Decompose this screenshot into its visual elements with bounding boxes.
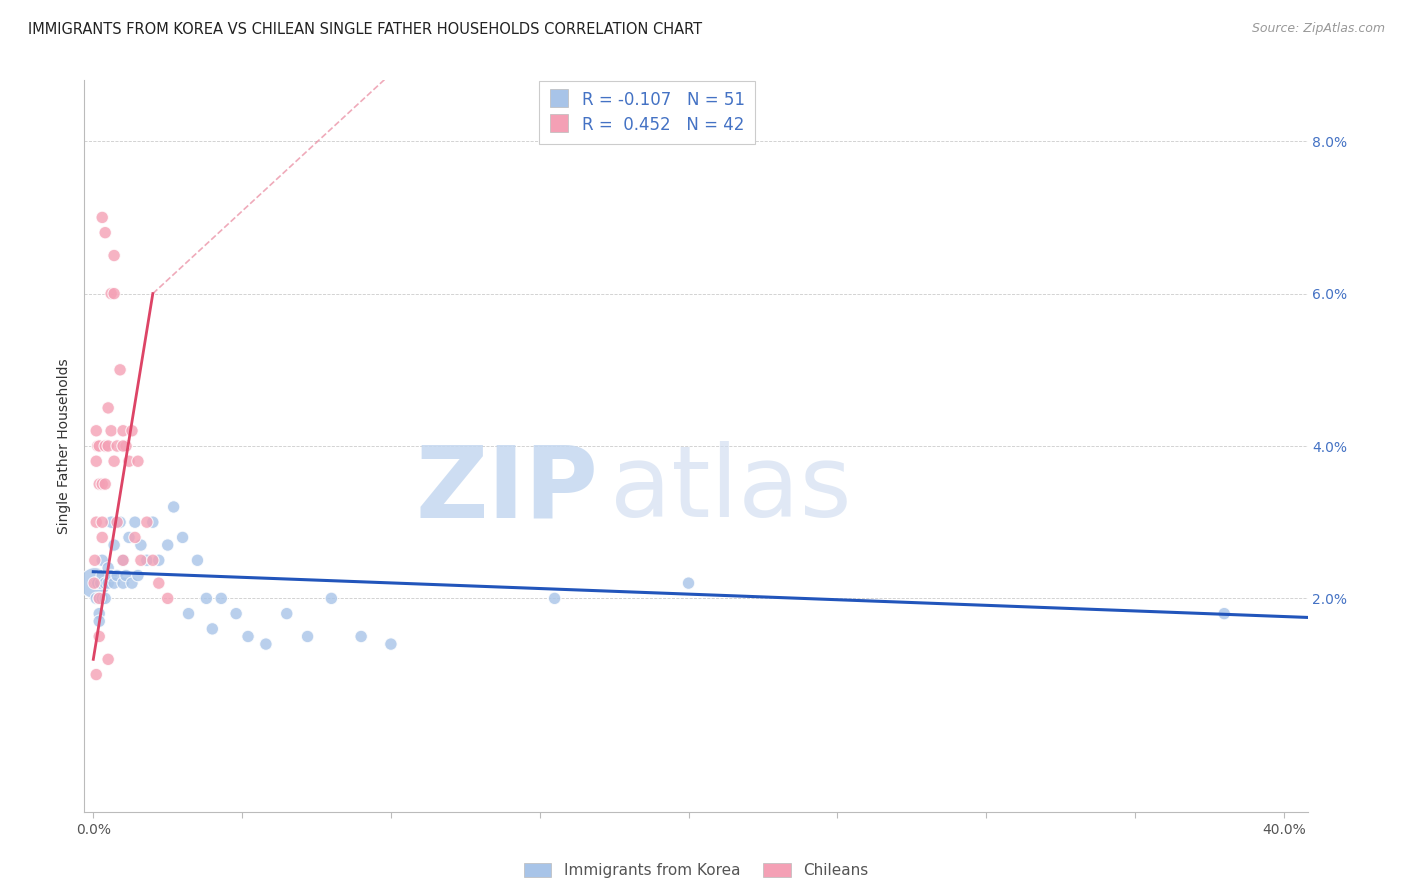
Point (543, 591, 565, 606)
Point (89, 630, 111, 644)
Point (97, 439, 120, 453)
Point (103, 538, 125, 552)
Point (84, 591, 107, 606)
Point (195, 591, 218, 606)
Point (163, 500, 186, 514)
Point (156, 538, 179, 552)
Point (142, 553, 165, 567)
Point (87, 576, 110, 591)
Point (321, 591, 343, 606)
Point (105, 568, 128, 582)
Point (90, 576, 112, 591)
Point (118, 454, 141, 468)
Point (89, 591, 111, 606)
Point (201, 622, 224, 636)
Point (94, 591, 117, 606)
Point (148, 553, 170, 567)
Point (112, 553, 135, 567)
Point (350, 630, 373, 644)
Point (129, 553, 152, 567)
Point (91, 591, 114, 606)
Point (87, 439, 110, 453)
Text: atlas: atlas (610, 442, 852, 539)
Point (121, 576, 143, 591)
Point (172, 530, 194, 544)
Point (124, 530, 146, 544)
Point (94, 226, 117, 240)
Point (156, 591, 179, 606)
Point (121, 424, 143, 438)
Point (108, 363, 131, 377)
Point (91, 553, 114, 567)
Point (127, 454, 149, 468)
Y-axis label: Single Father Households: Single Father Households (58, 359, 72, 533)
Point (115, 439, 138, 453)
Point (129, 538, 152, 552)
Point (108, 515, 131, 529)
Point (276, 607, 298, 621)
Point (91, 530, 114, 544)
Point (94, 576, 117, 591)
Text: Source: ZipAtlas.com: Source: ZipAtlas.com (1251, 22, 1385, 36)
Legend: Immigrants from Korea, Chileans: Immigrants from Korea, Chileans (517, 857, 875, 885)
Point (186, 553, 208, 567)
Point (94, 439, 117, 453)
Point (1213, 607, 1236, 621)
Point (112, 439, 135, 453)
Point (100, 286, 122, 301)
Point (91, 211, 114, 225)
Point (89, 477, 111, 491)
Point (225, 607, 247, 621)
Point (100, 424, 122, 438)
Point (83, 576, 105, 591)
Point (91, 477, 114, 491)
Point (100, 568, 122, 582)
Point (84, 667, 107, 681)
Point (115, 568, 138, 582)
Point (83, 576, 105, 591)
Point (97, 561, 120, 575)
Point (84, 576, 107, 591)
Point (112, 576, 135, 591)
Point (105, 439, 128, 453)
Text: ZIP: ZIP (415, 442, 598, 539)
Point (100, 515, 122, 529)
Point (297, 630, 319, 644)
Point (97, 576, 120, 591)
Point (678, 576, 700, 591)
Point (89, 607, 111, 621)
Point (103, 576, 125, 591)
Point (97, 652, 120, 666)
Point (84, 454, 107, 468)
Point (142, 515, 165, 529)
Point (254, 637, 277, 651)
Point (127, 568, 149, 582)
Point (380, 637, 402, 651)
Point (89, 439, 111, 453)
Point (148, 576, 170, 591)
Point (124, 515, 146, 529)
Point (135, 553, 157, 567)
Point (83, 553, 105, 567)
Point (105, 515, 128, 529)
Point (89, 614, 111, 628)
Point (112, 553, 135, 567)
Point (209, 591, 232, 606)
Point (112, 424, 135, 438)
Point (89, 591, 111, 606)
Point (236, 630, 259, 644)
Point (135, 515, 157, 529)
Point (103, 286, 125, 301)
Point (177, 607, 200, 621)
Point (91, 515, 114, 529)
Point (94, 477, 117, 491)
Point (97, 401, 120, 415)
Point (91, 568, 114, 582)
Point (84, 424, 107, 438)
Text: IMMIGRANTS FROM KOREA VS CHILEAN SINGLE FATHER HOUSEHOLDS CORRELATION CHART: IMMIGRANTS FROM KOREA VS CHILEAN SINGLE … (28, 22, 702, 37)
Point (84, 515, 107, 529)
Point (118, 530, 141, 544)
Point (103, 454, 125, 468)
Point (103, 248, 125, 262)
